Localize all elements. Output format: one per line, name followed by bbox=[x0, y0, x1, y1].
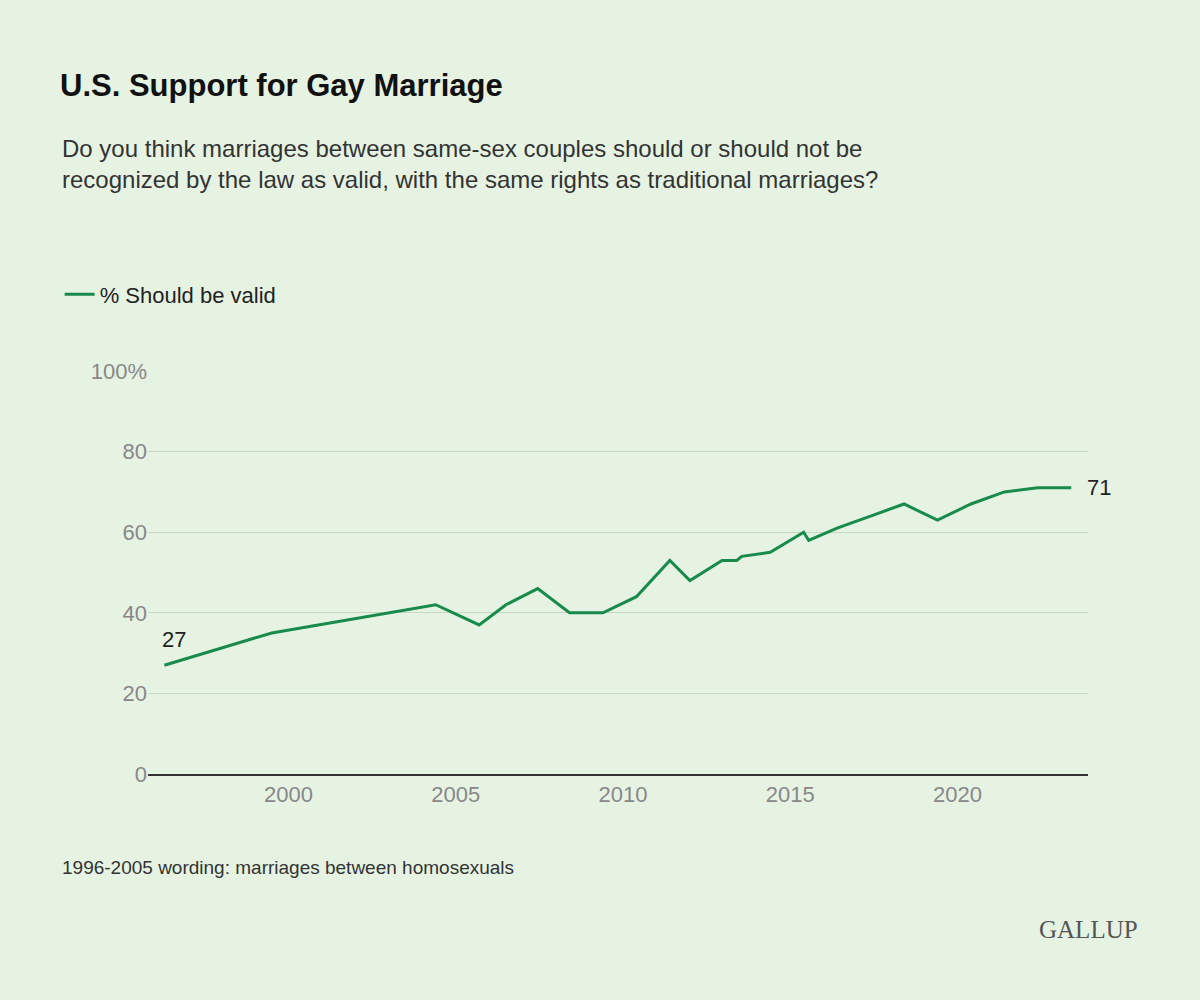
svg-text:71: 71 bbox=[1087, 475, 1111, 500]
svg-text:2000: 2000 bbox=[264, 782, 313, 807]
svg-text:GALLUP: GALLUP bbox=[1039, 916, 1138, 943]
svg-text:20: 20 bbox=[123, 681, 147, 706]
svg-text:100%: 100% bbox=[91, 359, 147, 384]
svg-text:2005: 2005 bbox=[431, 782, 480, 807]
svg-text:27: 27 bbox=[162, 627, 186, 652]
svg-text:40: 40 bbox=[123, 601, 147, 626]
svg-text:Do you think marriages between: Do you think marriages between same-sex … bbox=[62, 135, 878, 193]
svg-text:60: 60 bbox=[123, 520, 147, 545]
svg-text:2020: 2020 bbox=[933, 782, 982, 807]
svg-text:2015: 2015 bbox=[766, 782, 815, 807]
svg-text:U.S. Support for Gay Marriage: U.S. Support for Gay Marriage bbox=[60, 68, 503, 103]
svg-text:1996-2005 wording: marriages b: 1996-2005 wording: marriages between hom… bbox=[62, 857, 514, 878]
svg-text:% Should be valid: % Should be valid bbox=[100, 283, 276, 308]
svg-text:2010: 2010 bbox=[599, 782, 648, 807]
svg-text:80: 80 bbox=[123, 439, 147, 464]
svg-text:0: 0 bbox=[135, 762, 147, 787]
